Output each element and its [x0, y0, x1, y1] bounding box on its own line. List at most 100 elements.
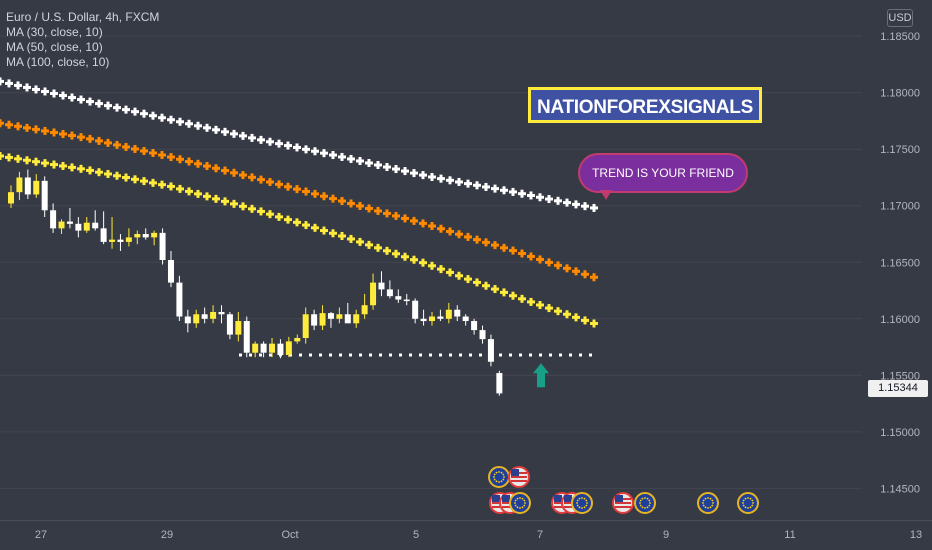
ma50-marker: [572, 267, 580, 276]
ma100-marker: [59, 91, 67, 100]
ma50-marker: [59, 130, 67, 139]
ma50-marker: [383, 209, 391, 218]
ma50-marker: [437, 224, 445, 233]
ma50-marker: [293, 185, 301, 194]
ma50-marker: [185, 157, 193, 166]
ma100-marker: [194, 121, 202, 130]
ma100-marker: [86, 97, 94, 106]
ma50-marker: [491, 241, 499, 250]
ma100-marker: [0, 77, 4, 86]
ma30-marker: [464, 275, 472, 284]
up-arrow-icon: [533, 363, 549, 388]
ma50-marker: [590, 273, 598, 282]
eu-event-icon: [509, 492, 531, 514]
candle-body: [496, 373, 503, 394]
ma100-marker: [266, 137, 274, 146]
ma100-legend: MA (100, close, 10): [6, 55, 110, 69]
ma30-marker: [401, 252, 409, 261]
ma50-marker: [311, 189, 319, 198]
symbol-title: Euro / U.S. Dollar, 4h, FXCM: [6, 10, 160, 24]
candle-body: [100, 228, 107, 242]
x-tick-label: 29: [161, 529, 173, 541]
ma50-marker: [0, 119, 4, 128]
ma100-marker: [212, 125, 220, 134]
ma30-marker: [356, 237, 364, 246]
ma50-marker: [41, 126, 49, 135]
ma50-marker: [23, 123, 31, 132]
ma50-marker: [266, 178, 274, 186]
eu-event-icon: [488, 466, 510, 488]
ma50-marker: [482, 238, 490, 247]
ma30-marker: [383, 246, 391, 255]
ma100-marker: [329, 151, 337, 160]
ma50-marker: [194, 159, 202, 168]
ma100-marker: [23, 83, 31, 92]
y-tick-label: 1.14500: [880, 483, 920, 495]
y-tick-label: 1.17500: [880, 144, 920, 156]
ma50-marker: [5, 120, 13, 129]
eu-event-icon: [737, 492, 759, 514]
ma50-marker: [536, 255, 544, 264]
ma100-marker: [149, 111, 157, 120]
us-event-icon: [508, 466, 530, 488]
ma30-marker: [581, 316, 589, 325]
ma100-marker: [122, 105, 130, 114]
ma100-marker: [158, 113, 166, 122]
candle-body: [184, 316, 191, 324]
ma50-marker: [113, 140, 121, 149]
ma100-marker: [50, 89, 58, 98]
ma30-marker: [185, 187, 193, 196]
ma30-marker: [536, 300, 544, 309]
ma30-marker: [293, 218, 301, 227]
candle-body: [479, 330, 486, 340]
candle-body: [285, 341, 292, 355]
x-tick-label: 9: [663, 529, 669, 541]
ma30-marker: [338, 232, 346, 241]
ma50-marker: [230, 168, 238, 177]
ma50-marker: [284, 182, 292, 191]
ma50-marker: [95, 136, 103, 145]
candle-body: [235, 321, 242, 335]
ma100-marker: [185, 119, 193, 128]
candle-body: [395, 296, 402, 300]
ma50-marker: [203, 162, 211, 171]
ma100-marker: [140, 109, 148, 118]
candle-body: [193, 314, 200, 324]
ma100-marker: [113, 103, 121, 112]
ma100-marker: [32, 85, 40, 94]
candle-body: [370, 282, 377, 306]
ma30-marker: [509, 291, 517, 300]
ma50-marker: [428, 221, 436, 230]
candle-body: [176, 282, 183, 317]
currency-button[interactable]: USD: [887, 9, 913, 27]
ma50-marker: [545, 258, 553, 267]
ma100-marker: [221, 127, 229, 136]
candle-body: [487, 339, 494, 362]
candle-body: [109, 239, 116, 242]
ma30-marker: [230, 199, 238, 208]
ma30-marker: [320, 226, 328, 235]
ma100-marker: [311, 147, 319, 156]
ma100-marker: [590, 203, 598, 212]
ma100-marker: [410, 169, 418, 178]
ma100-marker: [401, 167, 409, 176]
ma100-marker: [14, 81, 22, 90]
ma100-marker: [77, 95, 85, 104]
ma100-marker: [248, 133, 256, 142]
candle-body: [50, 210, 57, 229]
candle-body: [437, 316, 444, 319]
candle-body: [201, 314, 208, 319]
candle-body: [403, 299, 410, 302]
candle-body: [252, 343, 259, 353]
ma100-marker: [239, 131, 247, 140]
ma30-marker: [446, 268, 454, 277]
candle-body: [277, 343, 284, 355]
eu-event-icon: [571, 492, 593, 514]
ma100-marker: [68, 93, 76, 102]
ma100-marker: [482, 182, 490, 191]
ma100-marker: [302, 145, 310, 154]
ma100-marker: [131, 107, 139, 116]
ma30-marker: [221, 197, 229, 206]
ma100-marker: [536, 193, 544, 202]
